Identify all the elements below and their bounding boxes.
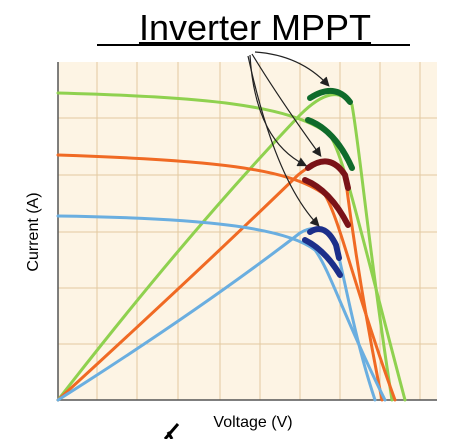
blue-mppt-lower — [302, 237, 343, 278]
green-power-curve — [56, 93, 394, 402]
red-mppt-upper — [305, 158, 351, 191]
y-axis-label: Current (A) — [25, 192, 42, 271]
blue-iv-curve — [56, 214, 387, 402]
arrow — [254, 51, 330, 87]
green-mppt-upper — [307, 88, 353, 105]
arrow — [247, 55, 320, 227]
grid — [58, 62, 437, 400]
cursor-fragment — [163, 423, 180, 439]
x-axis-label: Voltage (V) — [213, 414, 292, 431]
blue-mppt-upper — [307, 226, 342, 261]
title: Inverter MPPT — [139, 7, 371, 48]
green-mppt-lower — [305, 117, 355, 171]
red-mppt-lower — [302, 177, 351, 228]
blue-power-curve — [56, 227, 377, 402]
arrow — [251, 53, 322, 157]
